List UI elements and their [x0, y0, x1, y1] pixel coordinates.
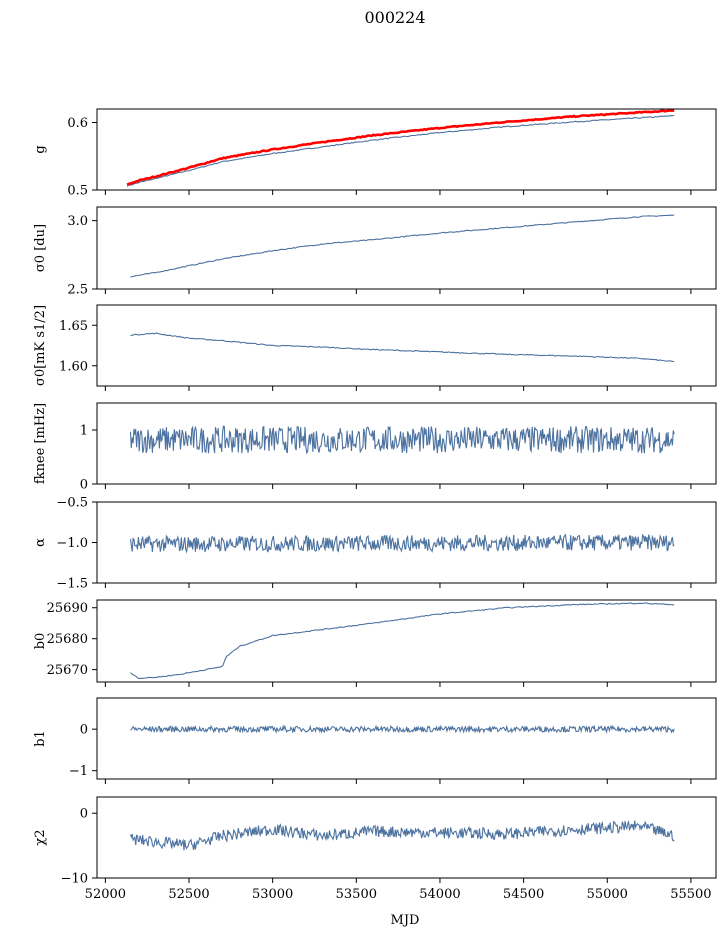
panel-8-ylabel: χ2 [33, 829, 48, 845]
x-tick-label: 55500 [670, 887, 711, 902]
panel-4-plot [129, 425, 675, 455]
x-axis-label: MJD [391, 913, 420, 928]
panel-1-ytick-label: 0.6 [67, 116, 88, 131]
panel-7-frame [96, 697, 717, 780]
panel-6-ytick-label: 25680 [47, 632, 88, 647]
panel-5-plot [129, 533, 675, 554]
x-tick-label: 52000 [85, 887, 126, 902]
panel-6-ytick-label: 25670 [47, 663, 88, 678]
panel-1-ylabel: g [33, 145, 48, 153]
panel-8-ytick-label: 0 [80, 807, 88, 822]
panel-4-series-1 [129, 425, 675, 455]
panels: 0.5 0.6 g 2.5 3.0 σ0 [du] 1.60 1.65 σ0[mK s1/2] 0… [33, 108, 717, 902]
panel-6-ylabel: b0 [33, 633, 48, 650]
panel-7-ylabel: b1 [33, 730, 48, 747]
panel-6-frame [96, 599, 717, 683]
panel-7-series-1 [130, 724, 675, 735]
panel-8-series-1 [129, 819, 675, 851]
panel-3-ytick-label: 1.65 [59, 319, 88, 334]
panel-3-ylabel: σ0[mK s1/2] [33, 305, 48, 386]
panel-2-series-1 [130, 214, 675, 278]
panel-4-ylabel: fknee [mHz] [33, 403, 48, 484]
panel-2-ytick-label: 3.0 [67, 214, 88, 229]
panel-6-ytick-label: 25690 [47, 601, 88, 616]
panel-5-ytick-label: −1.0 [56, 536, 88, 551]
panel-5-ytick-label: −0.5 [56, 496, 88, 511]
panel-6-series-1 [130, 602, 675, 680]
panel-5-ylabel: α [33, 538, 48, 547]
panel-8-ytick-label: −10 [61, 872, 88, 887]
panel-7-ytick-label: 0 [80, 723, 88, 738]
x-tick-label: 55000 [587, 887, 628, 902]
panel-4-ytick-label: 0 [80, 478, 88, 493]
figure-title: 000224 [364, 8, 425, 27]
panel-2-plot [130, 214, 675, 278]
x-tick-label: 54000 [419, 887, 460, 902]
x-tick-label: 52500 [168, 887, 209, 902]
panel-1-frame [96, 108, 717, 191]
x-tick-label: 54500 [503, 887, 544, 902]
panel-3-ytick-label: 1.60 [59, 359, 88, 374]
panel-1-series-1 [126, 114, 675, 187]
panel-4-frame [96, 402, 717, 485]
x-tick-label: 53500 [336, 887, 377, 902]
panel-3-frame [96, 304, 717, 387]
panel-5-ytick-label: −1.5 [56, 577, 88, 592]
panel-7-ytick-label: −1 [69, 764, 88, 779]
panel-8-frame [96, 796, 717, 879]
panel-3-series-1 [130, 332, 675, 363]
panel-2-frame [96, 206, 717, 290]
panel-2-ylabel: σ0 [du] [33, 224, 48, 272]
panel-1-ytick-label: 0.5 [67, 184, 88, 199]
panel-1-series-2 [126, 109, 675, 186]
x-tick-label: 53000 [252, 887, 293, 902]
panel-2-ytick-label: 2.5 [67, 283, 88, 298]
panel-1-plot [126, 109, 675, 187]
panel-7-plot [130, 724, 675, 735]
panel-5-series-1 [129, 533, 675, 554]
panel-4-ytick-label: 1 [80, 424, 88, 439]
panel-8-plot [129, 819, 675, 851]
panel-3-plot [130, 332, 675, 363]
panel-6-plot [130, 602, 675, 680]
